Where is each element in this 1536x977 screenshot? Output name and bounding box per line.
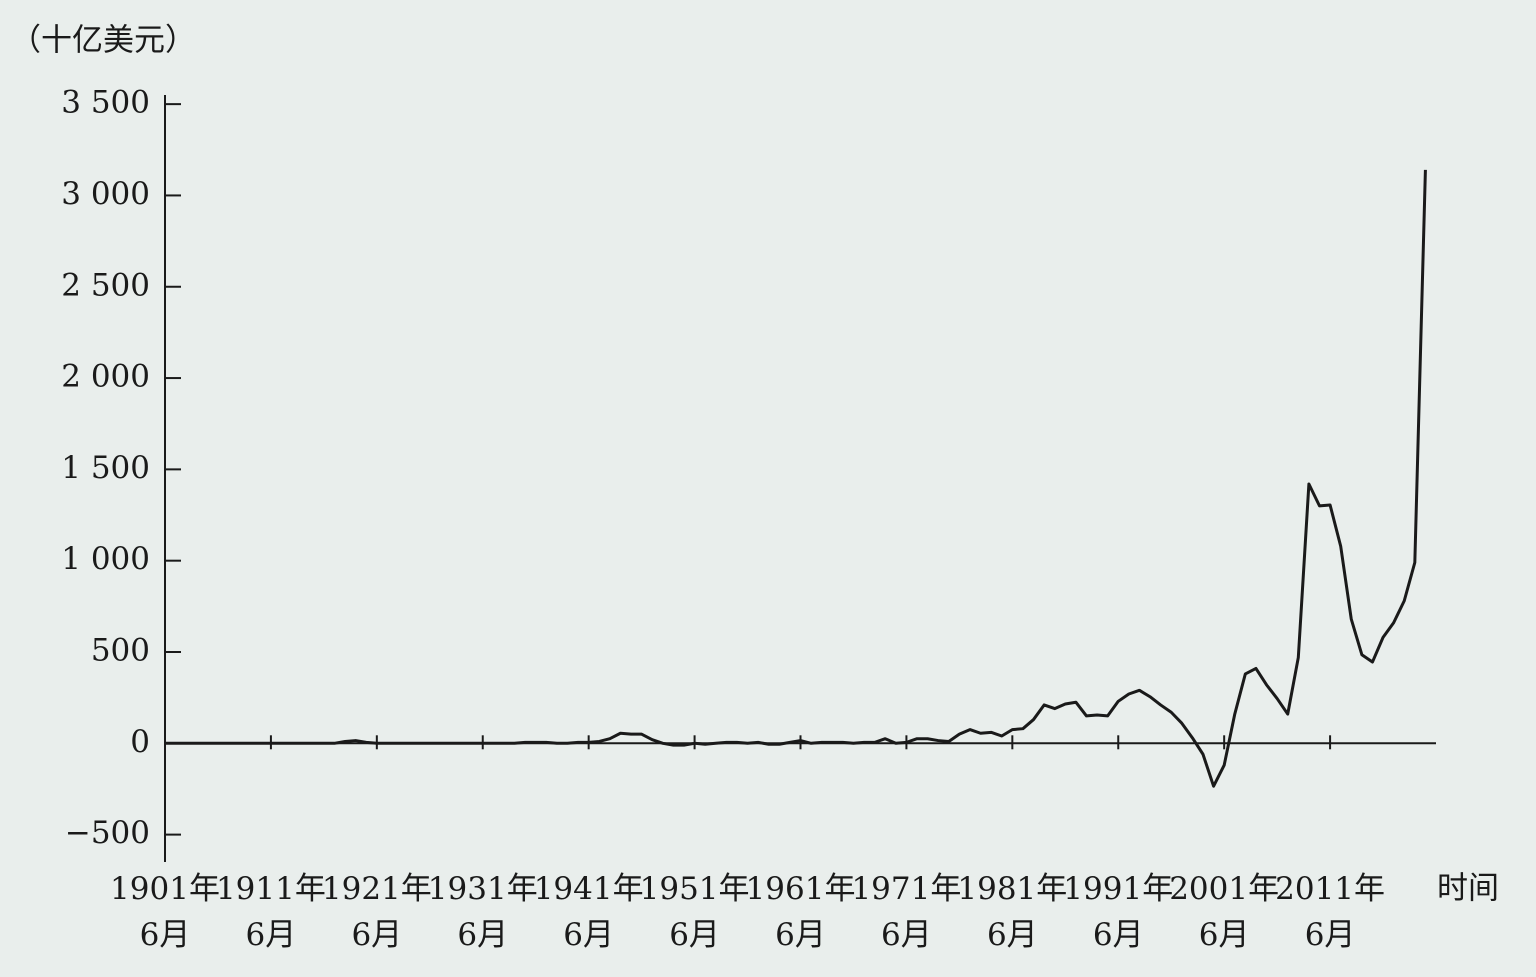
x-tick-label-line: 6月 [351,917,402,953]
data-line [165,169,1427,788]
x-tick-label: 2011年 6月 [1275,871,1385,953]
x-tick-label: 1931年 6月 [428,871,538,953]
x-tick-label-line: 1961年 [746,871,856,907]
x-tick-label: 1991年 6月 [1063,871,1173,953]
x-tick-label-line: 1921年 [322,871,432,907]
x-tick-label: 1901年 6月 [110,871,220,953]
x-tick-label: 2001年 6月 [1169,871,1279,953]
x-tick-label: 1941年 6月 [534,871,644,953]
y-tick-label: 3 500 [61,85,150,121]
y-tick-label: 1 500 [61,450,150,486]
x-tick-label-line: 1901年 [110,871,220,907]
y-tick-label: −500 [65,815,150,851]
x-tick-label-line: 6月 [457,917,508,953]
x-tick-label: 1911年 6月 [216,871,326,953]
x-tick-label-line: 6月 [563,917,614,953]
x-tick-label: 1961年 6月 [746,871,856,953]
x-tick-label-line: 6月 [1199,917,1250,953]
x-tick-label-line: 1981年 [957,871,1067,907]
x-axis-label: 时间 [1437,871,1499,907]
y-tick-label: 3 000 [61,176,150,212]
x-tick-label-line: 1911年 [216,871,326,907]
x-tick-label-line: 2011年 [1275,871,1385,907]
x-tick-label-line: 1991年 [1063,871,1173,907]
x-tick-label-line: 1941年 [534,871,644,907]
x-tick-label-line: 6月 [669,917,720,953]
y-tick-label: 0 [130,724,150,760]
x-tick-label-line: 2001年 [1169,871,1279,907]
x-tick-label-line: 1951年 [640,871,750,907]
x-tick-label-line: 6月 [775,917,826,953]
x-tick-label: 1971年 6月 [851,871,961,953]
x-tick-label-line: 1931年 [428,871,538,907]
y-tick-label: 2 000 [61,359,150,395]
y-tick-label: 500 [91,632,150,668]
x-tick-label-line: 1971年 [851,871,961,907]
y-axis-label: （十亿美元） [10,23,196,59]
x-tick-label-line: 6月 [987,917,1038,953]
x-tick-label-line: 6月 [881,917,932,953]
x-tick-label-line: 6月 [1093,917,1144,953]
x-tick-label: 1981年 6月 [957,871,1067,953]
x-tick-label-line: 6月 [140,917,191,953]
x-tick-label-line: 6月 [246,917,297,953]
x-tick-label: 1951年 6月 [640,871,750,953]
x-tick-label-line: 6月 [1305,917,1356,953]
y-tick-label: 1 000 [61,541,150,577]
x-tick-label: 1921年 6月 [322,871,432,953]
y-tick-label: 2 500 [61,267,150,303]
